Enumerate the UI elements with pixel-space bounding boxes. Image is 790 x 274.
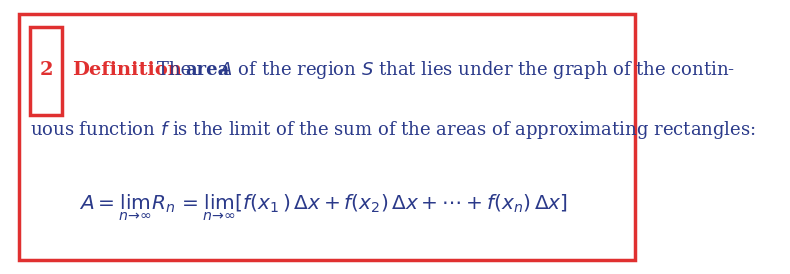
- Text: $A$ of the region $S$ that lies under the graph of the contin-: $A$ of the region $S$ that lies under th…: [219, 59, 735, 81]
- Text: Definition: Definition: [73, 61, 182, 79]
- Text: uous function $f$ is the limit of the sum of the areas of approximating rectangl: uous function $f$ is the limit of the su…: [31, 119, 756, 141]
- Text: area: area: [185, 61, 230, 79]
- Text: $A = \lim_{n \to \infty} R_n = \lim_{n \to \infty} \left[f(x_1)\,\Delta x + f(x_: $A = \lim_{n \to \infty} R_n = \lim_{n \…: [80, 193, 568, 224]
- FancyBboxPatch shape: [31, 27, 62, 115]
- FancyBboxPatch shape: [20, 14, 635, 260]
- Text: The: The: [156, 61, 197, 79]
- Text: 2: 2: [40, 61, 53, 79]
